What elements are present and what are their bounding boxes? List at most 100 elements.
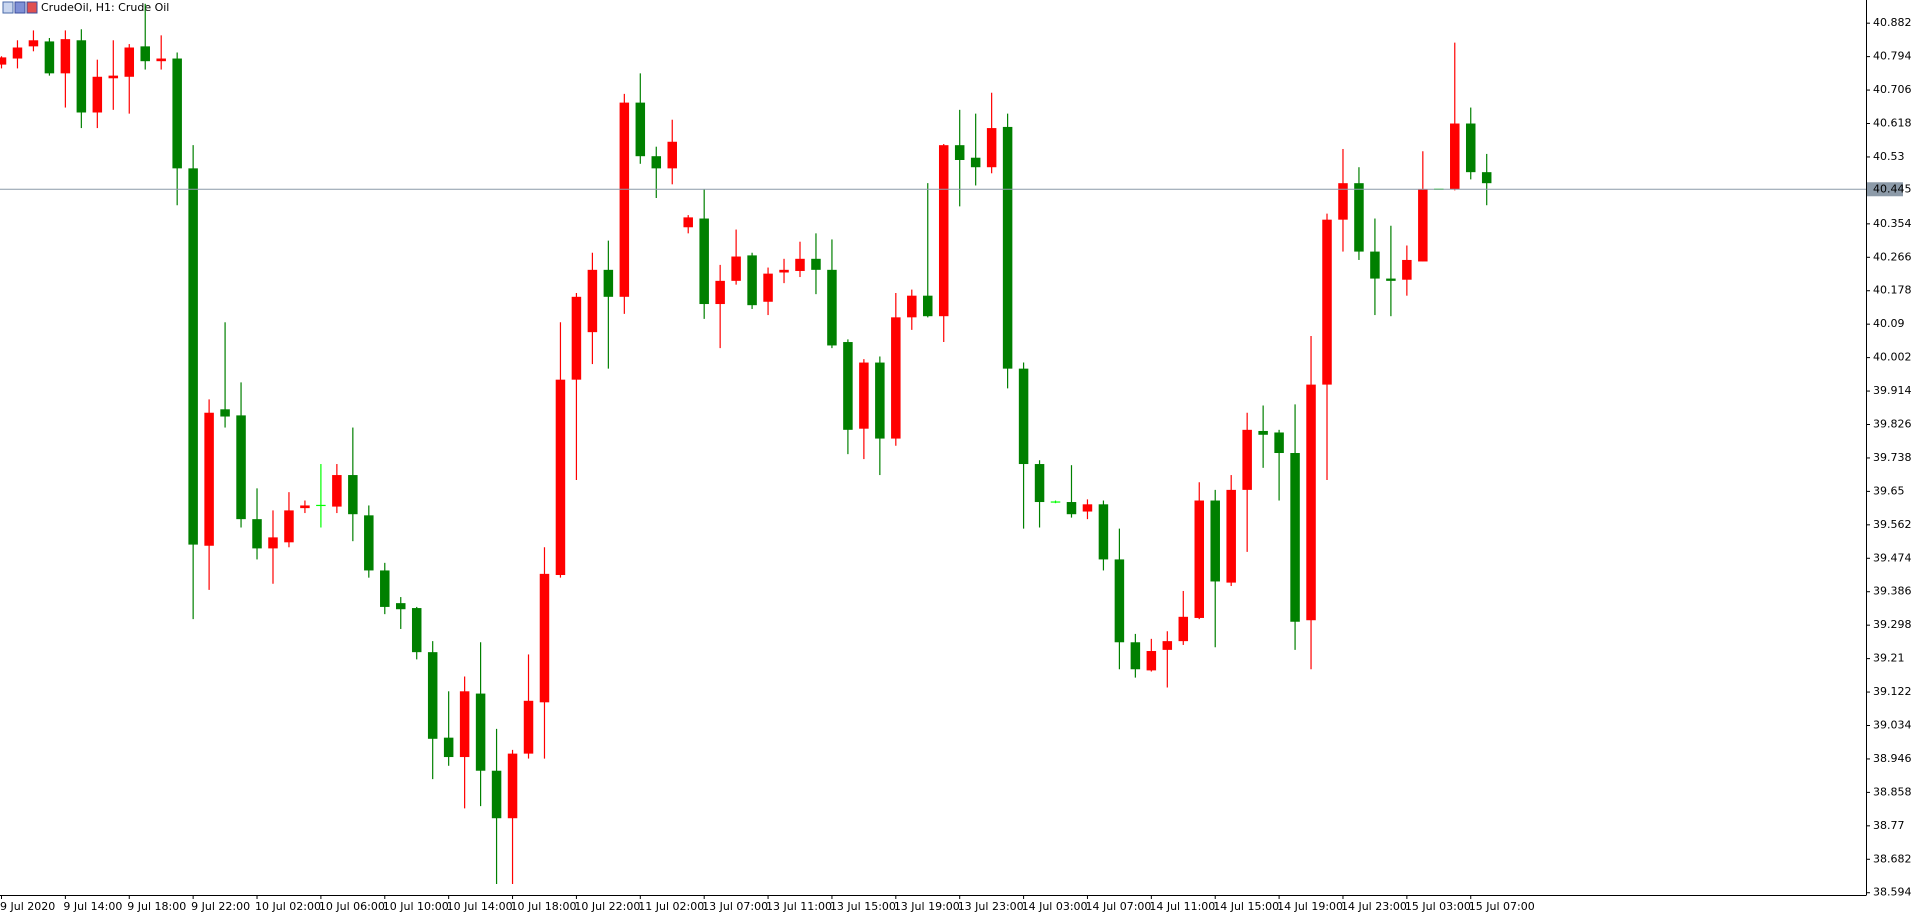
- x-tick-label: 9 Jul 18:00: [127, 900, 186, 913]
- y-tick-label: 40.53: [1873, 150, 1905, 163]
- candle-body: [140, 46, 150, 62]
- toolbar-icons: [2, 1, 38, 14]
- y-tick-label: 40.618: [1873, 117, 1912, 130]
- candle-body: [0, 57, 7, 65]
- candle-body: [252, 519, 262, 549]
- x-tick-label: 14 Jul 11:00: [1149, 900, 1215, 913]
- y-tick-label: 39.562: [1873, 518, 1912, 531]
- candle-body: [731, 256, 741, 281]
- y-tick-label: 39.122: [1873, 685, 1912, 698]
- candle-body: [1354, 183, 1364, 252]
- candle-body: [92, 76, 103, 113]
- candle-body: [539, 573, 550, 703]
- y-tick-label: 39.386: [1873, 585, 1912, 598]
- x-tick-label: 14 Jul 07:00: [1085, 900, 1151, 913]
- candle-body: [891, 317, 901, 439]
- candle-body: [236, 415, 246, 520]
- candle-body: [1162, 641, 1173, 650]
- candle-body: [651, 156, 662, 169]
- y-tick-label: 40.354: [1873, 217, 1912, 230]
- candle-body: [986, 128, 997, 168]
- candle-body: [28, 40, 39, 47]
- candle-body: [44, 41, 55, 74]
- candle-body: [1258, 430, 1268, 435]
- candle-body: [427, 652, 438, 739]
- candle-body: [475, 693, 486, 771]
- candle-body: [1098, 504, 1109, 560]
- candle-body: [284, 510, 294, 543]
- candle-body: [1178, 616, 1189, 642]
- x-tick-label: 13 Jul 11:00: [766, 900, 832, 913]
- y-tick-label: 40.706: [1873, 83, 1912, 96]
- candle-body: [970, 157, 981, 168]
- candle-body: [204, 412, 214, 546]
- candle-body: [1002, 126, 1013, 369]
- y-tick-label: 40.266: [1873, 250, 1912, 263]
- candle-body: [172, 58, 182, 169]
- candle-body: [907, 295, 917, 318]
- y-tick-label: 40.794: [1873, 50, 1912, 63]
- candle-body: [348, 475, 358, 515]
- candle-body: [843, 342, 853, 430]
- candle-body: [1450, 123, 1460, 190]
- candle-body: [954, 145, 965, 160]
- candle-body: [619, 102, 630, 297]
- candle-body: [1146, 651, 1157, 671]
- candle-body: [188, 168, 198, 545]
- current-price-label: 40.445: [1873, 182, 1912, 195]
- candle-body: [603, 269, 614, 297]
- y-tick-label: 38.946: [1873, 752, 1912, 765]
- y-tick-label: 40.178: [1873, 284, 1912, 297]
- y-tick-label: 38.682: [1873, 852, 1912, 865]
- candle-body: [300, 505, 310, 509]
- x-tick-label: 13 Jul 23:00: [958, 900, 1024, 913]
- candle-body: [875, 362, 885, 439]
- candle-body: [923, 295, 933, 317]
- y-tick-label: 39.21: [1873, 652, 1905, 665]
- icon: [26, 1, 38, 14]
- candle-body: [1338, 183, 1348, 220]
- x-tick-label: 10 Jul 06:00: [319, 900, 385, 913]
- y-tick-label: 39.65: [1873, 484, 1905, 497]
- x-tick-label: 13 Jul 19:00: [894, 900, 960, 913]
- candle-body: [827, 269, 837, 346]
- candle-body: [523, 700, 534, 754]
- candle-body: [156, 58, 166, 62]
- candle-body: [1290, 453, 1300, 622]
- candle-body: [683, 217, 693, 228]
- candle-body: [938, 145, 949, 317]
- candle-body: [1018, 368, 1029, 465]
- candle-body: [699, 218, 709, 305]
- icon: [14, 1, 26, 14]
- candle-body: [60, 39, 71, 74]
- candle-body: [1242, 429, 1252, 490]
- current-price-box: [1867, 182, 1903, 197]
- x-tick-label: 10 Jul 02:00: [255, 900, 321, 913]
- candle-body: [635, 102, 646, 157]
- candle-body: [411, 608, 422, 653]
- y-tick-label: 40.002: [1873, 351, 1912, 364]
- candle-body: [1481, 172, 1492, 184]
- candle-body: [1306, 384, 1316, 621]
- candle-body: [220, 409, 230, 417]
- candle-body: [443, 737, 454, 758]
- candle-body: [491, 770, 502, 819]
- candle-body: [571, 296, 582, 380]
- candle-body: [1194, 500, 1204, 618]
- x-tick-label: 11 Jul 02:00: [638, 900, 704, 913]
- candle-body: [108, 75, 119, 79]
- candle-body: [1114, 559, 1125, 643]
- x-tick-label: 10 Jul 18:00: [511, 900, 577, 913]
- x-tick-label: 10 Jul 10:00: [383, 900, 449, 913]
- candle-body: [555, 379, 566, 576]
- candles: [0, 3, 1492, 884]
- candle-body: [667, 141, 677, 169]
- y-tick-label: 39.034: [1873, 719, 1912, 732]
- x-tick-label: 9 Jul 14:00: [63, 900, 122, 913]
- candle-body: [76, 40, 87, 113]
- y-tick-label: 39.826: [1873, 418, 1912, 431]
- candle-body: [1210, 500, 1220, 582]
- candle-body: [779, 269, 789, 273]
- x-tick-label: 15 Jul 07:00: [1469, 900, 1535, 913]
